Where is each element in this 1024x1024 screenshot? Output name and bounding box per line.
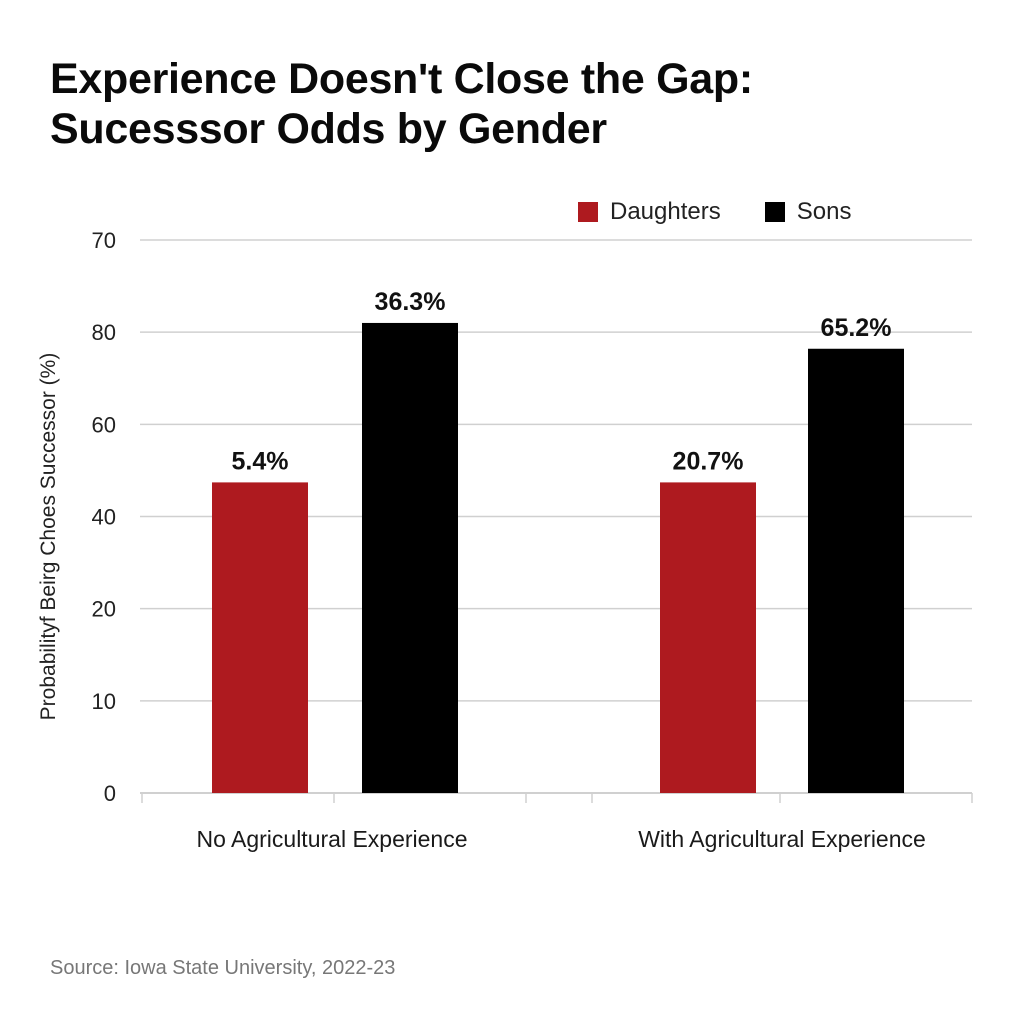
- y-tick-label: 10: [92, 689, 116, 714]
- y-tick-label: 70: [92, 228, 116, 253]
- legend-item-sons: Sons: [764, 198, 852, 226]
- legend-swatch-sons: [764, 202, 785, 222]
- x-category-label: With Agricultural Experience: [638, 826, 926, 852]
- data-label: 20.7%: [673, 447, 744, 475]
- y-tick-label: 80: [92, 320, 116, 345]
- y-tick-label: 60: [92, 412, 116, 437]
- legend-swatch-daughters: [578, 202, 598, 222]
- data-label: 36.3%: [375, 288, 446, 316]
- legend: Daughters Sons: [578, 198, 851, 226]
- y-tick-label: 40: [92, 505, 116, 530]
- x-category-label: No Agricultural Experience: [196, 826, 467, 852]
- chart-title: Experience Doesn't Close the Gap: Sucess…: [50, 54, 753, 154]
- y-tick-label: 0: [104, 781, 116, 806]
- bar-daughters-no-experience: [212, 482, 308, 793]
- data-label: 5.4%: [232, 447, 289, 475]
- source-note: Source: Iowa State University, 2022-23: [50, 957, 396, 979]
- legend-label-daughters: Daughters: [610, 198, 721, 225]
- legend-item-daughters: Daughters: [578, 198, 721, 226]
- y-axis-title: Probabilityf Beirg Choes Successor (%): [37, 353, 60, 721]
- bar-sons-with-experience: [808, 348, 904, 793]
- chart-title-line-1: Experience Doesn't Close the Gap:: [50, 55, 753, 103]
- bar-sons-no-experience: [362, 322, 458, 793]
- bar-daughters-with-experience: [660, 482, 756, 793]
- data-label: 65.2%: [821, 314, 892, 342]
- chart-title-line-2: Sucesssor Odds by Gender: [50, 105, 607, 153]
- y-tick-label: 20: [92, 597, 116, 622]
- legend-label-sons: Sons: [796, 198, 852, 225]
